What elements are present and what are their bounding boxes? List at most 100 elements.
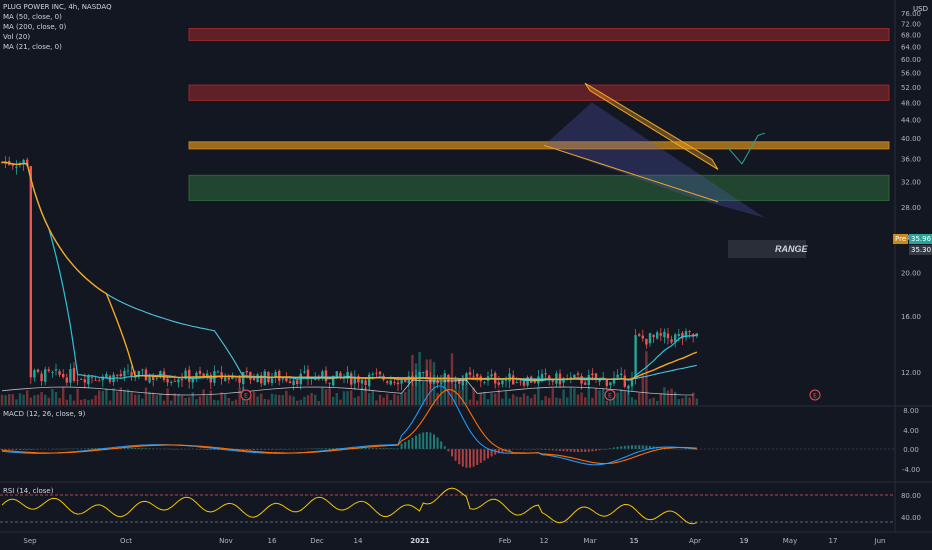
macd-histogram-bar [587,449,590,452]
volume-bar [364,387,367,405]
price-tick-label: 40.00 [901,135,921,143]
candle-body [242,372,245,385]
candle-body [11,164,14,166]
candle-body [501,380,504,385]
candle-body [371,373,374,375]
volume-bar [422,381,425,405]
horizontal-zones [188,27,890,201]
zone-pivot [188,141,890,150]
volume-bar [76,388,79,405]
volume-bar [580,392,583,405]
volume-bar [202,389,205,405]
volume-bar [141,398,144,405]
price-tick-label: 16.00 [901,313,921,321]
macd-histogram-bar [361,447,363,449]
earnings-marker [809,389,821,401]
volume-bar [688,397,691,405]
macd-histogram-bar [573,449,576,452]
candle-body [476,374,479,377]
macd-histogram-bar [137,448,140,449]
falling-wedge-drawing [544,102,765,218]
macd-histogram-bar [364,447,367,449]
macd-histogram-bar [65,448,68,450]
volume-bar [476,400,479,405]
candle-body [652,334,655,338]
volume-bar [108,400,112,405]
candle-body [695,333,698,337]
volume-bar [65,399,68,405]
volume-bar [522,393,526,405]
macd-histogram-bar [645,445,648,449]
volume-bar [278,394,281,405]
price-tick-label: 52.00 [901,84,921,92]
candle-body [22,159,25,164]
earnings-marker-label: E [244,393,248,400]
legend-macd: MACD (12, 26, close, 9) [3,410,86,418]
candle-body [659,333,662,336]
candle-body [638,334,641,336]
volume-bar [306,395,310,405]
candle-body [396,382,400,385]
candle-body [386,381,389,383]
candle-body [666,333,670,339]
candle-body [260,375,263,384]
candle-body [285,376,288,382]
macd-histogram-bar [274,449,277,450]
macd-histogram-bar [134,447,137,449]
volume-bar [198,396,202,405]
volume-bar [249,395,252,405]
macd-histogram-bar [422,432,425,449]
candle-body [245,371,248,373]
macd-histogram-bar [425,432,428,449]
time-tick-label: 16 [268,537,277,545]
candle-body [180,379,184,381]
volume-bar [36,394,40,405]
volume-bar [220,392,223,405]
candle-body [378,371,382,375]
candle-body [616,374,619,378]
macd-histogram-bar [609,448,612,449]
trendlines [543,82,766,203]
volume-bar [18,393,22,405]
volume-bar [314,394,317,405]
macd-histogram-bar [458,449,461,465]
candle-body [663,331,666,338]
candle-body [188,369,191,382]
volume-bar [551,388,554,405]
volume-bar [177,394,180,405]
macd-histogram-bar [206,449,209,450]
volume-bar [530,398,533,405]
volume-bar [508,398,511,405]
volume-bar [332,396,335,405]
volume-bar [148,391,151,405]
volume-bar [353,397,356,405]
volume-bar [350,390,353,405]
candle-body [191,378,194,383]
candle-body [353,376,356,384]
volume-bar [368,393,371,405]
macd-histogram-bar [490,449,493,457]
volume-bar [94,395,97,405]
volume-bar [458,390,461,405]
candle-body [332,375,335,386]
volume-bar [317,400,320,405]
macd-histogram-bar [400,443,403,449]
macd-histogram-bar [368,447,371,449]
volume-bar [666,390,670,405]
candle-body [375,372,378,374]
macd-line [1,385,697,466]
macd-histogram-bar [202,449,205,450]
candle-body [504,379,508,381]
candle-body [137,371,140,377]
candle-body [519,381,522,383]
candle-body [29,166,32,378]
macd-histogram-bar [677,448,680,450]
time-tick-label: Nov [219,537,233,545]
candle-body [0,161,4,163]
volume-bar [465,375,468,405]
zone-resistance-lower [188,84,890,101]
macd-tick-label: -4.00 [902,466,920,474]
volume-bar [116,391,119,405]
candle-body [576,373,580,375]
